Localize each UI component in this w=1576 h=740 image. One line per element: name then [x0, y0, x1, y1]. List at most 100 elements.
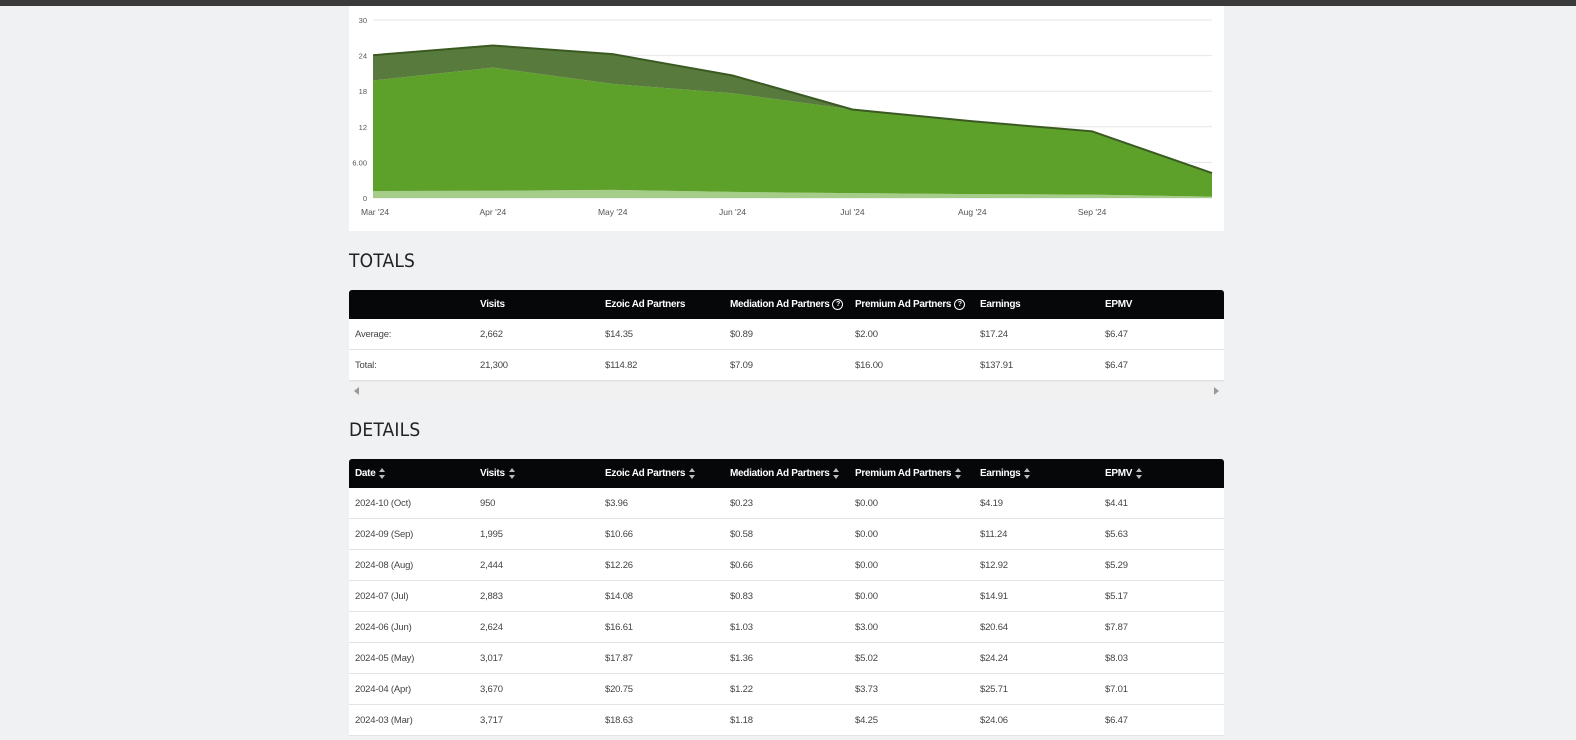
details-cell: $3.00 [849, 611, 974, 643]
details-header-ezoic-ad-partners[interactable]: Ezoic Ad Partners [599, 459, 724, 488]
totals-cell: $2.00 [849, 319, 974, 350]
totals-header-label: Ezoic Ad Partners [605, 299, 686, 310]
details-cell: 2024-04 (Apr) [349, 673, 474, 705]
details-cell: $8.03 [1099, 642, 1224, 674]
y-tick-label: 30 [359, 16, 367, 25]
totals-cell: $0.89 [724, 319, 849, 350]
details-header-premium-ad-partners[interactable]: Premium Ad Partners [849, 459, 974, 488]
details-cell: $14.91 [974, 580, 1099, 612]
details-cell: $12.26 [599, 549, 724, 581]
totals-cell: $17.24 [974, 319, 1099, 350]
earnings-area-chart: 0 6.00 12 18 24 30 Mar '24 Apr '24 May '24 Jun '2… [352, 16, 1213, 217]
details-cell: $10.66 [599, 518, 724, 550]
area-series-1[interactable] [373, 67, 1212, 197]
details-header-epmv[interactable]: EPMV [1099, 459, 1224, 488]
totals-header-epmv: EPMV [1099, 290, 1224, 319]
details-cell: $7.01 [1099, 673, 1224, 705]
details-header-label: Premium Ad Partners [855, 468, 952, 480]
details-body: 2024-10 (Oct) 950 $3.96 $0.23 $0.00 $4.19 $4.4… [349, 488, 1224, 736]
details-cell: $4.25 [849, 704, 974, 736]
details-cell: 3,670 [474, 673, 599, 705]
table-row: 2024-10 (Oct) 950 $3.96 $0.23 $0.00 $4.19 $4.4… [349, 488, 1224, 519]
x-tick-label: Jul '24 [840, 207, 865, 217]
sort-icon[interactable] [955, 467, 962, 479]
y-tick-label: 18 [359, 87, 367, 96]
totals-body: Average: 2,662 $14.35 $0.89 $2.00 $17.24 $6.47… [349, 319, 1224, 381]
totals-table-wrapper: Visits Ezoic Ad Partners Mediation Ad Part… [349, 290, 1224, 399]
details-cell: $20.64 [974, 611, 1099, 643]
details-cell: 2024-05 (May) [349, 642, 474, 674]
details-cell: $1.03 [724, 611, 849, 643]
totals-row-average: Average: 2,662 $14.35 $0.89 $2.00 $17.24 $6.47 [349, 319, 1224, 350]
details-cell: $11.24 [974, 518, 1099, 550]
totals-title: TOTALS [349, 250, 416, 272]
sort-icon[interactable] [833, 467, 840, 479]
details-cell: $0.66 [724, 549, 849, 581]
x-tick-label: Apr '24 [480, 207, 507, 217]
table-row: 2024-03 (Mar) 3,717 $18.63 $1.18 $4.25 $24.06… [349, 704, 1224, 736]
details-cell: 3,017 [474, 642, 599, 674]
sort-icon[interactable] [1136, 467, 1143, 479]
sort-icon[interactable] [1024, 467, 1031, 479]
totals-horizontal-scrollbar[interactable] [349, 381, 1224, 399]
caret-right-icon[interactable] [1214, 387, 1219, 395]
y-tick-label: 12 [359, 123, 367, 132]
totals-header-premium-ad-partners: Premium Ad Partners? [849, 290, 974, 319]
details-cell: $6.47 [1099, 704, 1224, 736]
x-tick-label: Mar '24 [361, 207, 389, 217]
details-cell: 2024-10 (Oct) [349, 488, 474, 519]
area-series-0[interactable] [373, 189, 1212, 198]
question-circle-icon[interactable]: ? [832, 298, 844, 310]
area-top-outline [372, 44, 1213, 175]
totals-table: Visits Ezoic Ad Partners Mediation Ad Part… [349, 290, 1224, 381]
details-cell: $5.29 [1099, 549, 1224, 581]
totals-header-label [349, 290, 474, 319]
details-header-visits[interactable]: Visits [474, 459, 599, 488]
details-cell: 3,717 [474, 704, 599, 736]
details-header-earnings[interactable]: Earnings [974, 459, 1099, 488]
top-bar [0, 0, 1576, 6]
details-cell: $0.00 [849, 580, 974, 612]
x-tick-label: May '24 [598, 207, 628, 217]
x-tick-label: Sep '24 [1078, 207, 1107, 217]
details-header-label: Visits [480, 468, 505, 480]
totals-header-ezoic-ad-partners: Ezoic Ad Partners [599, 290, 724, 319]
totals-cell: $7.09 [724, 349, 849, 381]
x-tick-label: Aug '24 [958, 207, 987, 217]
sort-icon[interactable] [508, 467, 515, 479]
sort-icon[interactable] [379, 467, 386, 479]
earnings-chart-card: 0 6.00 12 18 24 30 Mar '24 Apr '24 May '24 Jun '2… [349, 6, 1224, 231]
table-row: 2024-06 (Jun) 2,624 $16.61 $1.03 $3.00 $20.64… [349, 611, 1224, 643]
details-header-mediation-ad-partners[interactable]: Mediation Ad Partners [724, 459, 849, 488]
details-cell: $14.08 [599, 580, 724, 612]
details-header-label: Earnings [980, 468, 1021, 480]
totals-cell: $16.00 [849, 349, 974, 381]
totals-cell: $6.47 [1099, 349, 1224, 381]
details-cell: 2024-07 (Jul) [349, 580, 474, 612]
sort-icon[interactable] [689, 467, 696, 479]
y-tick-label: 6.00 [352, 158, 367, 167]
question-circle-icon[interactable]: ? [954, 298, 966, 310]
totals-cell: Average: [349, 319, 474, 350]
details-cell: $16.61 [599, 611, 724, 643]
totals-cell: 21,300 [474, 349, 599, 381]
details-header-label: EPMV [1105, 468, 1133, 480]
x-tick-label: Jun '24 [719, 207, 746, 217]
details-header-date[interactable]: Date [349, 459, 474, 488]
details-table: Date Visits Ezoic Ad Partners Mediation Ad … [349, 459, 1224, 736]
totals-header-label: Visits [480, 299, 505, 310]
details-cell: $0.00 [849, 488, 974, 519]
details-cell: $0.83 [724, 580, 849, 612]
totals-cell: Total: [349, 349, 474, 381]
caret-left-icon[interactable] [354, 387, 359, 395]
details-cell: 2024-09 (Sep) [349, 518, 474, 550]
details-header-row: Date Visits Ezoic Ad Partners Mediation Ad … [349, 459, 1224, 488]
details-cell: $3.96 [599, 488, 724, 519]
details-cell: $0.23 [724, 488, 849, 519]
details-cell: $4.19 [974, 488, 1099, 519]
totals-header-earnings: Earnings [974, 290, 1099, 319]
details-cell: $1.36 [724, 642, 849, 674]
details-cell: $1.18 [724, 704, 849, 736]
y-tick-label: 0 [363, 194, 367, 203]
area-series-2[interactable] [373, 45, 1212, 174]
